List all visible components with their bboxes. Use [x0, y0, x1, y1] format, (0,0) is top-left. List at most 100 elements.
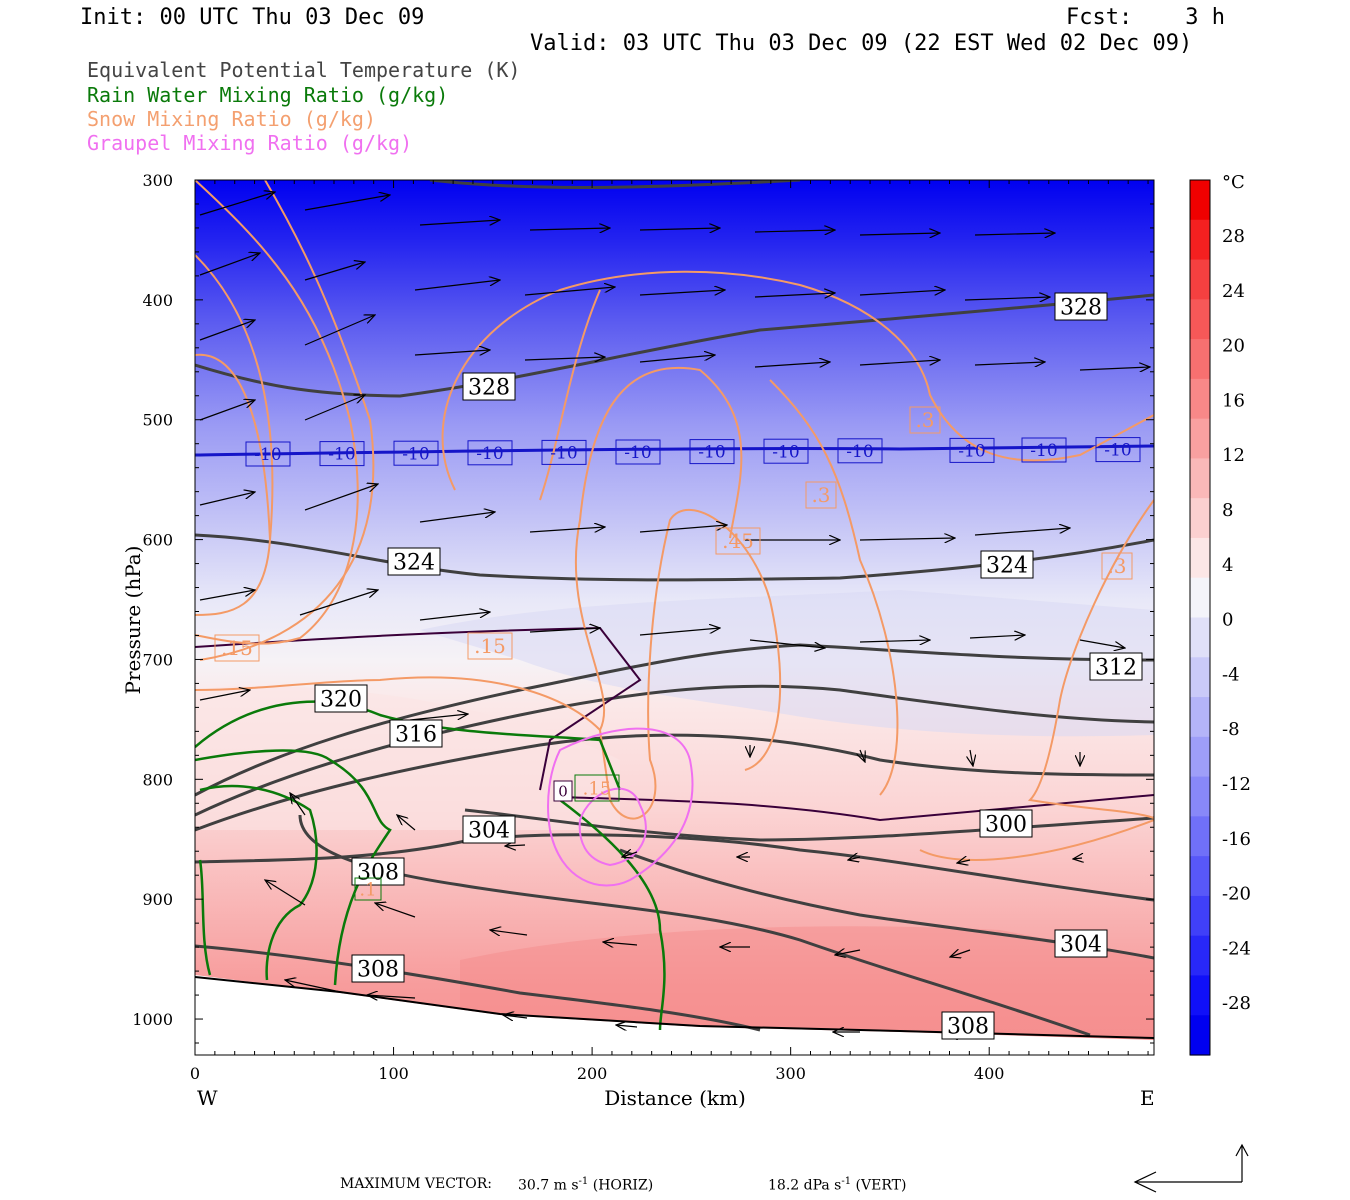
colorbar-swatch — [1190, 259, 1210, 300]
theta-e-label: 324 — [986, 553, 1028, 578]
colorbar-unit: °C — [1222, 172, 1245, 193]
theta-e-label-box — [462, 815, 516, 844]
colorbar-swatch — [1190, 537, 1210, 579]
rain-label: .1 — [359, 879, 376, 900]
colorbar-tick-label: 20 — [1222, 336, 1245, 357]
colorbar-swatch — [1190, 657, 1210, 698]
y-tick-label: 300 — [142, 171, 173, 190]
vert-value: 18.2 dPa s — [768, 1177, 842, 1194]
colorbar-tick-label: 24 — [1222, 281, 1245, 302]
theta-e-label: 312 — [1095, 655, 1137, 680]
colorbar-frame — [1189, 179, 1211, 1056]
x-tick-label: 0 — [190, 1064, 200, 1083]
x-tick-label: 400 — [974, 1064, 1005, 1083]
isotherm-label: -10 — [1104, 441, 1131, 461]
x-axis: 0 100 200 300 400 — [190, 180, 1149, 1083]
theta-e-label-box — [389, 719, 443, 748]
isotherm-label-box — [615, 439, 661, 465]
colorbar-tick-label: 8 — [1222, 500, 1233, 521]
colorbar-tick-label: -24 — [1222, 938, 1251, 959]
snow-label-box — [467, 632, 513, 660]
y-tick-label: 400 — [142, 291, 173, 310]
contour-labels: 328 328 324 324 320 316 312 304 300 304 308 308 308.… — [214, 292, 1143, 1040]
isotherm-label: -10 — [846, 442, 873, 462]
graupel-contours — [547, 727, 694, 887]
theta-e-label: 300 — [985, 812, 1027, 837]
snow-label: .15 — [221, 636, 253, 660]
x-axis-title: Distance (km) — [604, 1086, 746, 1110]
colorbar-swatch — [1190, 856, 1210, 897]
plot-frame — [194, 179, 1155, 1056]
colorbar-tick-label: -28 — [1222, 993, 1251, 1014]
colorbar-tick-label: -16 — [1222, 829, 1251, 850]
theta-e-label-box — [941, 1011, 995, 1040]
colorbar-swatch — [1190, 1015, 1210, 1056]
colorbar-swatch — [1190, 378, 1210, 420]
max-vector-label: MAXIMUM VECTOR: — [340, 1176, 492, 1192]
snow-label-box — [214, 634, 260, 662]
isotherm-label: -10 — [772, 442, 799, 462]
y-tick-label: 1000 — [132, 1010, 173, 1029]
isotherm-label: -10 — [328, 445, 355, 465]
colorbar-swatch — [1190, 180, 1210, 221]
x-tick-label: 200 — [577, 1064, 608, 1083]
reference-vectors-icon — [1133, 1143, 1249, 1193]
rain-label: .15 — [583, 778, 612, 799]
colorbar-swatch — [1190, 816, 1210, 857]
legend-rain: Rain Water Mixing Ratio (g/kg) — [87, 83, 449, 107]
theta-e-label-box — [980, 550, 1034, 579]
horiz-suffix: (HORIZ) — [588, 1177, 654, 1194]
colorbar-swatch — [1190, 299, 1210, 340]
wind-vectors — [199, 192, 1150, 1035]
legend-graupel: Graupel Mixing Ratio (g/kg) — [87, 131, 413, 155]
isotherm-label-box — [1095, 437, 1141, 463]
rain-contours — [195, 700, 666, 1031]
valid-time: Valid: 03 UTC Thu 03 Dec 09 (22 EST Wed … — [530, 31, 1193, 56]
y-tick-label: 600 — [142, 531, 173, 550]
theta-e-label-box — [314, 684, 368, 713]
theta-e-label-box — [462, 372, 516, 401]
theta-e-label: 316 — [395, 722, 437, 747]
theta-e-label: 324 — [393, 550, 435, 575]
colorbar-tick-label: -12 — [1222, 774, 1251, 795]
colorbar-tick-label: -8 — [1222, 719, 1240, 740]
y-axis: 300 400 500 600 700 800 900 1000 — [132, 171, 1154, 1044]
isotherm-label-box — [949, 437, 995, 463]
colorbar-swatch — [1190, 219, 1210, 261]
isotherm-label-box — [689, 439, 735, 465]
isotherm-label: -10 — [1030, 441, 1057, 461]
colorbar-swatch — [1190, 418, 1210, 460]
y-tick-label: 900 — [142, 890, 173, 909]
rain-label-box — [354, 877, 382, 901]
snow-label-box — [715, 527, 761, 555]
direction-west: W — [197, 1086, 218, 1110]
horiz-value: 30.7 m s — [518, 1177, 579, 1194]
theta-e-label: 320 — [320, 687, 362, 712]
isotherm-label-box — [467, 440, 513, 466]
cold-pocket-shading — [420, 590, 1154, 737]
theta-e-label-box — [979, 809, 1033, 838]
theta-e-label: 328 — [1060, 295, 1102, 320]
theta-e-label: 304 — [468, 818, 510, 843]
colorbar-tick-label: -4 — [1222, 664, 1240, 685]
y-tick-label: 500 — [142, 411, 173, 430]
theta-e-label: 308 — [947, 1014, 989, 1039]
isotherm-label: -10 — [958, 442, 985, 462]
snow-label-box — [805, 481, 837, 509]
max-vector-vert: 18.2 dPa s-1 (VERT) — [768, 1176, 906, 1194]
colorbar-tick-label: 16 — [1222, 390, 1245, 411]
isotherm-label: -10 — [550, 444, 577, 464]
horiz-exponent: -1 — [578, 1176, 589, 1187]
x-tick-label: 300 — [775, 1064, 806, 1083]
snow-label: .3 — [811, 483, 830, 507]
warm-lobe-shading — [195, 685, 620, 830]
isotherm-label: -10 — [254, 445, 281, 465]
vert-suffix: (VERT) — [851, 1177, 907, 1194]
colorbar-tick-label: 0 — [1222, 610, 1233, 631]
x-tick-label: 100 — [378, 1064, 409, 1083]
theta-e-label-box — [351, 954, 405, 983]
isotherm-label: -10 — [476, 444, 503, 464]
isotherm-label-box — [319, 441, 365, 467]
colorbar-swatch — [1190, 895, 1210, 937]
